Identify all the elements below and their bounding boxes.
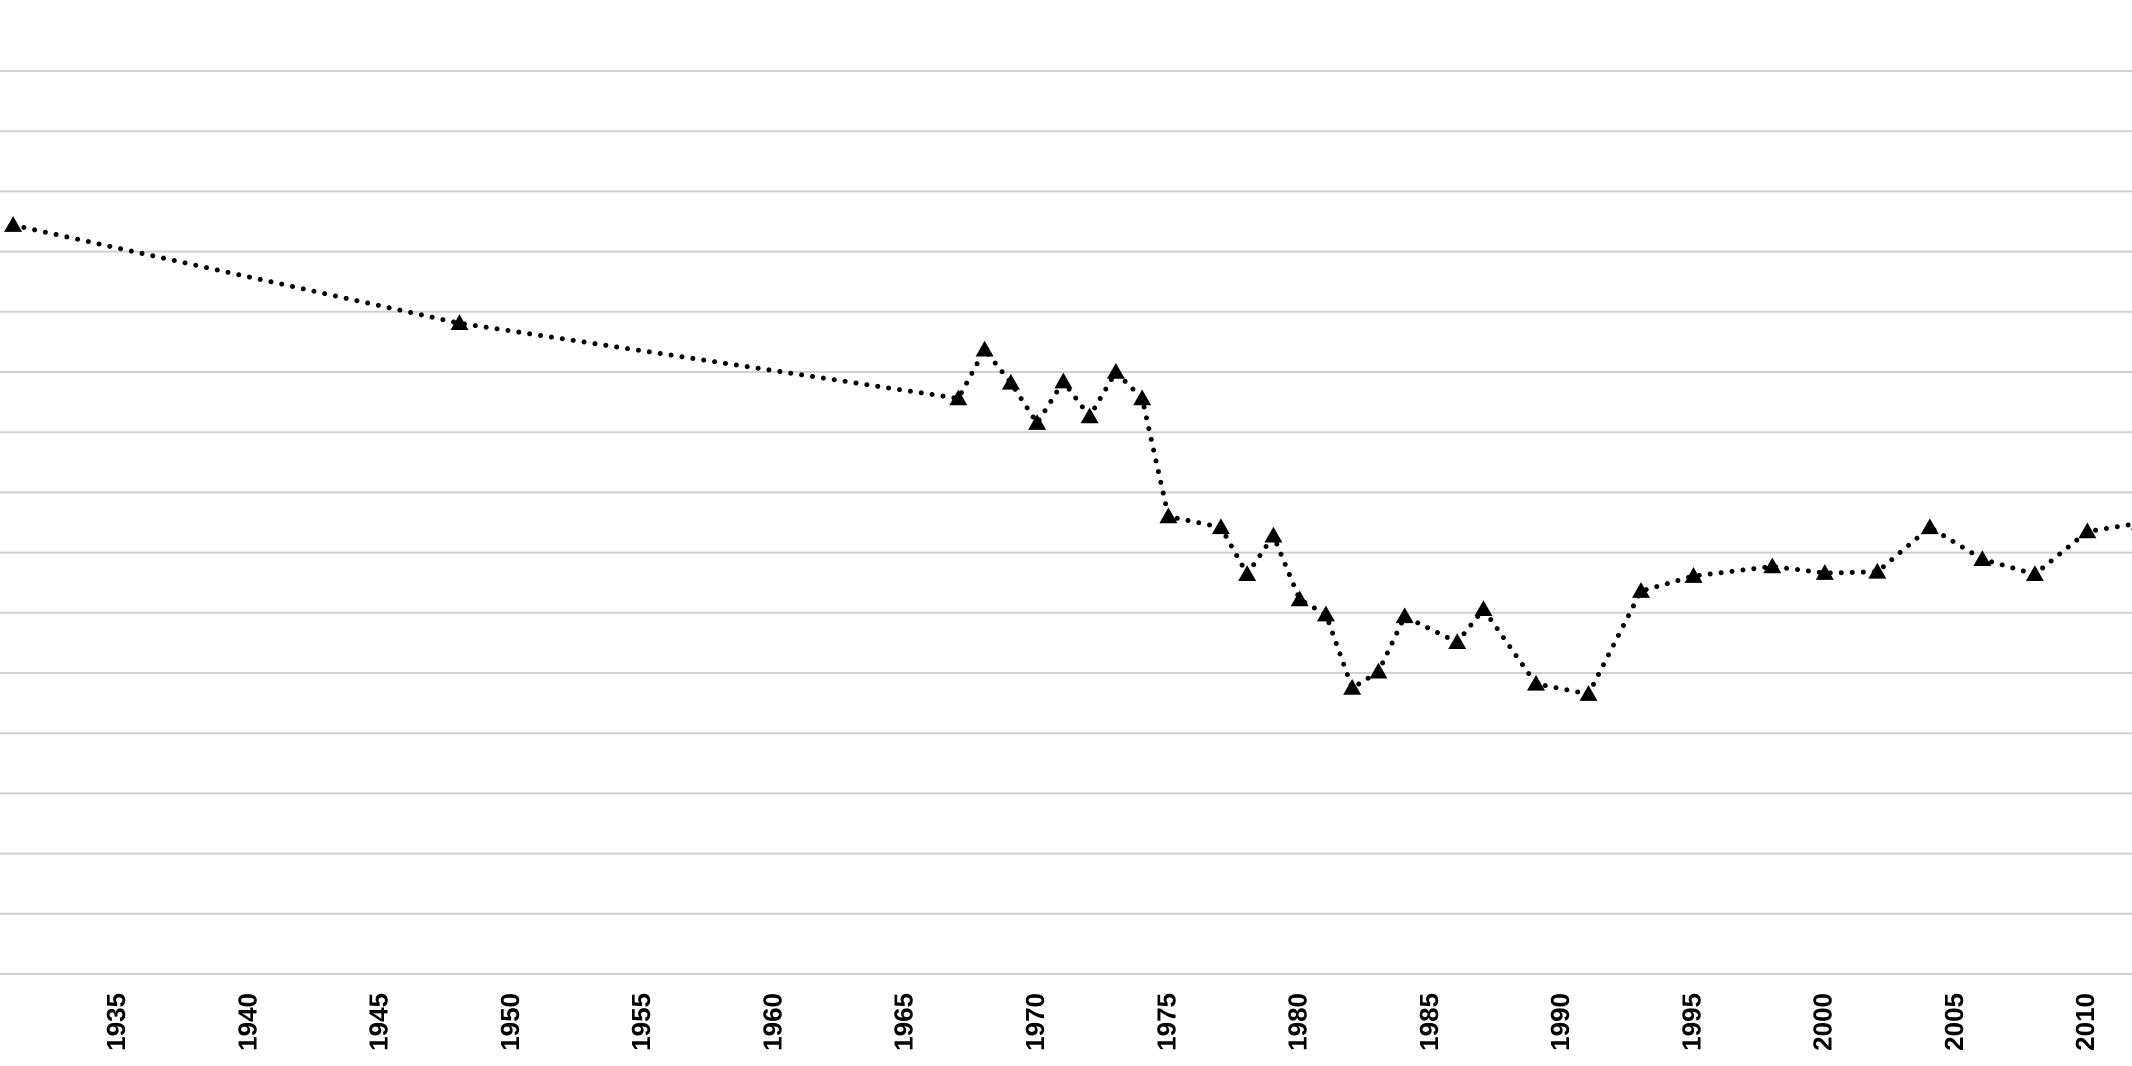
marker (1395, 607, 1414, 624)
x-tick-label: 1970 (1020, 993, 1050, 1051)
marker (1264, 526, 1283, 543)
marker (1763, 557, 1782, 574)
marker (975, 340, 994, 357)
marker (1973, 550, 1992, 566)
x-tick-label: 2000 (1808, 993, 1838, 1051)
marker (1868, 562, 1887, 579)
x-tick-label: 1975 (1151, 993, 1181, 1051)
marker (1474, 600, 1493, 616)
marker (1159, 507, 1178, 524)
marker (1343, 679, 1362, 695)
marker (1133, 389, 1152, 406)
marker (1920, 518, 1939, 535)
x-tick-label: 1985 (1414, 993, 1444, 1051)
series-line (10, 222, 2132, 697)
marker (2025, 565, 2044, 582)
marker (1106, 363, 1125, 379)
marker (1316, 605, 1335, 622)
x-tick-label: 1935 (101, 993, 131, 1051)
x-tick-label: 1995 (1676, 993, 1706, 1051)
grid (0, 70, 2132, 975)
x-tick-label: 1950 (495, 993, 525, 1051)
x-tick-label: 1955 (626, 993, 656, 1051)
plot-area (4, 216, 2132, 701)
marker (1001, 373, 1020, 390)
marker (1448, 633, 1467, 650)
x-tick-label: 2010 (2070, 993, 2100, 1051)
x-tick-label: 1945 (364, 993, 394, 1051)
marker (1526, 674, 1545, 691)
marker (1579, 685, 1598, 701)
x-tick-label: 1990 (1545, 993, 1575, 1051)
marker (2078, 522, 2097, 539)
x-tick-label: 2005 (1939, 993, 1969, 1051)
marker (1815, 564, 1834, 580)
x-tick-label: 1940 (232, 993, 262, 1051)
marker (1684, 567, 1703, 583)
x-tick-label: 1965 (889, 993, 919, 1051)
marker (1238, 565, 1257, 582)
marker (1369, 662, 1388, 679)
marker (4, 216, 23, 232)
x-axis: 1935 1940 1945 1950 1955 1960 1965 1970 1975 1980… (101, 993, 2100, 1051)
marker (949, 389, 968, 406)
marker (1632, 582, 1651, 598)
marker (1028, 414, 1047, 430)
marker (1054, 372, 1073, 389)
marker (1290, 590, 1309, 607)
marker (1080, 407, 1099, 424)
marker (450, 314, 469, 330)
x-tick-label: 1980 (1283, 993, 1313, 1051)
marker (1211, 518, 1230, 535)
x-tick-label: 1960 (757, 993, 787, 1051)
